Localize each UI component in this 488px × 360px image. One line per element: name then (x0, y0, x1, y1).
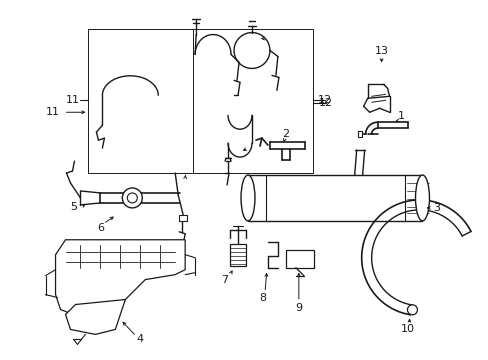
Text: 10: 10 (400, 324, 414, 334)
Polygon shape (56, 240, 185, 319)
Text: 11: 11 (45, 107, 60, 117)
Text: 2: 2 (282, 129, 289, 139)
Bar (179, 215, 187, 221)
Text: 13: 13 (374, 45, 388, 55)
Bar (357, 131, 361, 137)
Circle shape (407, 305, 417, 315)
Bar (285, 250, 313, 268)
Ellipse shape (241, 175, 254, 221)
Text: 5: 5 (70, 202, 77, 212)
Text: 11: 11 (65, 95, 80, 105)
Ellipse shape (415, 175, 428, 221)
Text: 12: 12 (317, 95, 331, 105)
Text: 8: 8 (259, 293, 266, 302)
Bar (247, 175, 422, 221)
Text: 1: 1 (397, 111, 404, 121)
Text: 9: 9 (295, 302, 302, 312)
Text: 4: 4 (137, 334, 143, 345)
Text: 3: 3 (432, 203, 439, 213)
Circle shape (122, 188, 142, 208)
Bar (88, 28, 227, 173)
Text: 7: 7 (221, 275, 228, 285)
Text: 6: 6 (97, 223, 103, 233)
Bar (229, 244, 245, 266)
Text: 12: 12 (318, 98, 332, 108)
Circle shape (127, 193, 137, 203)
Bar (193, 28, 312, 173)
Polygon shape (65, 300, 125, 334)
